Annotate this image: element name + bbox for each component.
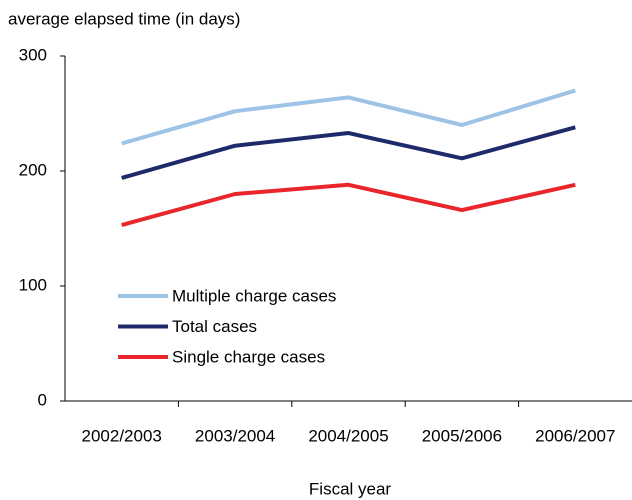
legend-label: Multiple charge cases	[172, 286, 336, 305]
y-tick-label: 300	[19, 45, 47, 64]
x-tick-label: 2005/2006	[422, 426, 502, 445]
y-tick-label: 100	[19, 275, 47, 294]
y-axis-label: average elapsed time (in days)	[8, 9, 240, 28]
x-axis-label: Fiscal year	[309, 479, 392, 498]
x-tick-label: 2003/2004	[195, 426, 275, 445]
legend-label: Single charge cases	[172, 347, 325, 366]
series-line	[121, 125, 576, 180]
x-tick-label: 2006/2007	[535, 426, 615, 445]
series-line	[121, 182, 576, 227]
y-tick-label: 200	[19, 160, 47, 179]
series-line	[121, 88, 576, 146]
x-tick-label: 2004/2005	[308, 426, 388, 445]
y-tick-label: 0	[38, 390, 47, 409]
legend-label: Total cases	[172, 317, 257, 336]
x-tick-label: 2002/2003	[82, 426, 162, 445]
